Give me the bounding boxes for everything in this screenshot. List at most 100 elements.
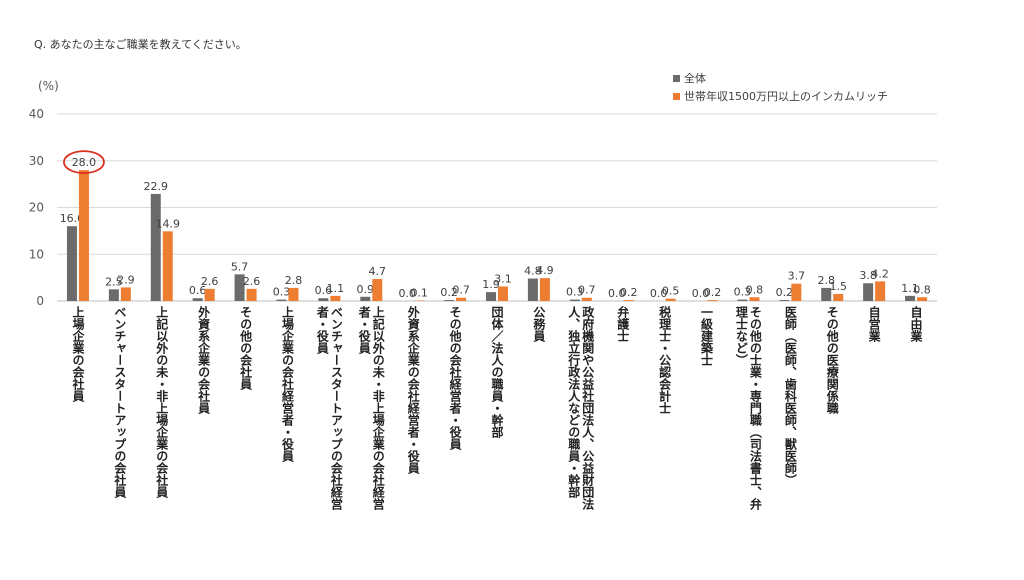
data-label: 2.6 [201,275,219,288]
data-label: 4.9 [536,264,554,277]
y-tick-label: 0 [36,294,44,308]
category-label: ベンチャースタートアップの会社経営 [329,306,343,511]
data-label: 3.7 [788,270,806,283]
bar [204,288,215,301]
data-label: 4.8 [524,265,542,278]
category-label: 者・役員 [315,305,329,355]
data-label: 0.2 [620,286,638,299]
y-tick-label: 30 [29,154,44,168]
data-label: 14.9 [156,217,181,230]
bar [917,297,928,301]
data-label: 3.8 [859,269,877,282]
data-label: 2.5 [105,275,123,288]
bar [456,297,467,301]
category-label: 公務員 [532,306,546,343]
bar [539,278,550,301]
bar [569,299,580,301]
data-label: 0.0 [398,287,416,300]
category-label: 外資系企業の会社員 [197,305,211,415]
category-label: 上場企業の会社員 [71,305,85,403]
data-label: 0.0 [692,287,710,300]
bar [444,300,455,301]
data-label: 0.0 [608,287,626,300]
data-label: 0.3 [273,286,291,299]
bar [162,231,173,301]
y-tick-label: 40 [29,107,44,121]
data-label: 2.6 [243,275,261,288]
data-label: 0.2 [704,286,722,299]
bar [821,287,832,301]
data-label: 1.1 [901,282,919,295]
data-label: 2.9 [117,273,135,286]
data-label: 0.6 [189,284,207,297]
bar [288,287,299,301]
category-label: 上記以外の未・非上場企業の会社経営 [371,305,385,511]
legend-swatch [673,75,680,82]
data-label: 1.1 [327,282,345,295]
bar [833,293,844,301]
category-label: 団体／法人の職員・幹部 [490,306,504,439]
data-label: 0.2 [440,286,458,299]
bar [581,297,592,301]
bar [623,300,634,301]
bar [779,300,790,301]
bar [120,287,131,301]
data-label: 4.2 [871,267,889,280]
data-label: 0.8 [746,283,764,296]
data-label: 0.7 [452,284,470,297]
data-label: 1.9 [482,278,500,291]
bar [276,299,287,301]
y-axis-unit: (%) [38,79,59,93]
data-label: 28.0 [72,156,97,169]
legend-label: 全体 [684,71,706,85]
category-label: 政府機関や公益社団法人、公益財団法 [581,305,595,511]
category-label: その他の医療関係職 [825,306,839,415]
bar [66,226,77,301]
bar [486,292,496,301]
bar [372,279,383,301]
bar [108,289,119,301]
category-label: 自由業 [909,305,923,343]
bar [234,274,245,301]
bar [150,193,161,301]
data-label: 16.0 [60,212,85,225]
category-label: 一級建築士 [700,306,714,366]
data-label: 1.5 [829,280,847,293]
category-label: 者・役員 [357,305,371,355]
category-label: 上場企業の会社経営者・役員 [280,305,294,463]
bar [905,295,916,301]
bar [665,298,676,301]
legend-label: 世帯年収1500万円以上のインカムリッチ [684,89,888,103]
y-tick-label: 20 [29,201,44,215]
data-label: 22.9 [144,180,169,193]
bar [360,296,371,301]
category-label: 医師（医師、歯科医師、獣医師） [783,306,797,486]
data-label: 0.9 [357,283,375,296]
category-label: 理士など） [734,306,748,366]
bar [875,281,886,301]
category-label: 外資系企業の会社経営者・役員 [406,305,420,475]
category-label: 人、独立行政法人などの職員・幹部 [567,305,581,499]
data-label: 0.2 [776,286,794,299]
data-label: 4.7 [369,265,387,278]
data-label: 0.0 [650,287,668,300]
category-label: ベンチャースタートアップの会社員 [113,306,127,499]
data-label: 0.3 [566,286,584,299]
data-label: 3.1 [494,273,512,286]
category-label: その他の士業・専門職（司法書士、弁 [748,306,762,511]
bar [246,288,257,301]
bar [749,297,760,301]
category-label: その他の会社経営者・役員 [448,306,462,451]
bar [192,298,203,301]
data-label: 5.7 [231,260,249,273]
bar [737,299,748,301]
data-label: 0.3 [734,286,752,299]
data-label: 0.7 [578,284,596,297]
data-label: 2.8 [285,274,303,287]
data-label: 0.5 [662,285,680,298]
category-label: 自営業 [867,305,881,343]
bar [863,283,874,301]
category-label: 弁護士 [616,305,630,342]
category-label: 上記以外の未・非上場企業の会社員 [155,305,169,499]
